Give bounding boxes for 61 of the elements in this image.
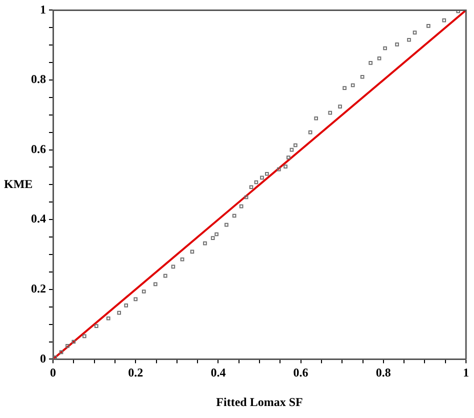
y-tick-label: 1 [40, 2, 46, 16]
point [276, 167, 281, 172]
point [254, 180, 258, 184]
point [203, 241, 207, 246]
point [265, 172, 269, 176]
point [377, 56, 382, 60]
point [72, 340, 76, 344]
y-tick-label: 0.4 [31, 212, 46, 226]
point [210, 236, 215, 240]
x-tick-label: 0.6 [293, 365, 308, 380]
x-tick-label: 0.4 [210, 365, 226, 380]
point [124, 304, 128, 308]
point [53, 356, 57, 360]
point [214, 232, 218, 236]
x-tick-label: 0 [50, 365, 56, 380]
point [395, 42, 399, 46]
point [308, 130, 312, 134]
point [286, 156, 290, 160]
y-tick-label: 0.2 [31, 281, 46, 296]
point [290, 148, 294, 152]
point [117, 310, 121, 315]
point [294, 143, 298, 148]
point [260, 176, 264, 180]
y-tick-label: 0 [40, 351, 46, 366]
x-axis-title: Fitted Lomax SF [216, 394, 303, 409]
point [82, 334, 86, 338]
point [142, 290, 146, 294]
point [224, 222, 228, 227]
point [154, 282, 158, 286]
point [284, 164, 288, 168]
point [412, 30, 417, 34]
point [338, 104, 342, 108]
point [171, 264, 176, 269]
point [442, 18, 446, 22]
point [94, 324, 98, 328]
point [106, 316, 110, 320]
point [360, 74, 364, 79]
y-tick-label: 0.6 [31, 142, 46, 156]
point [190, 250, 194, 254]
point [249, 185, 254, 190]
x-tick-label: 0.8 [376, 365, 391, 380]
x-tick-label: 0.2 [128, 365, 144, 380]
point [328, 110, 332, 115]
point [342, 86, 346, 90]
point [314, 116, 318, 120]
y-axis-title: KME [4, 176, 33, 191]
point [134, 297, 138, 302]
point [426, 24, 430, 28]
point [368, 60, 373, 65]
point [163, 274, 168, 278]
point [180, 257, 184, 262]
x-tick-label: 1 [463, 365, 469, 380]
point [66, 344, 70, 348]
point [239, 204, 244, 208]
y-tick-label: 0.8 [31, 72, 46, 86]
point [59, 350, 64, 354]
point [383, 46, 387, 50]
point [407, 38, 411, 42]
point [350, 83, 355, 88]
point [232, 214, 236, 218]
point [244, 195, 248, 200]
